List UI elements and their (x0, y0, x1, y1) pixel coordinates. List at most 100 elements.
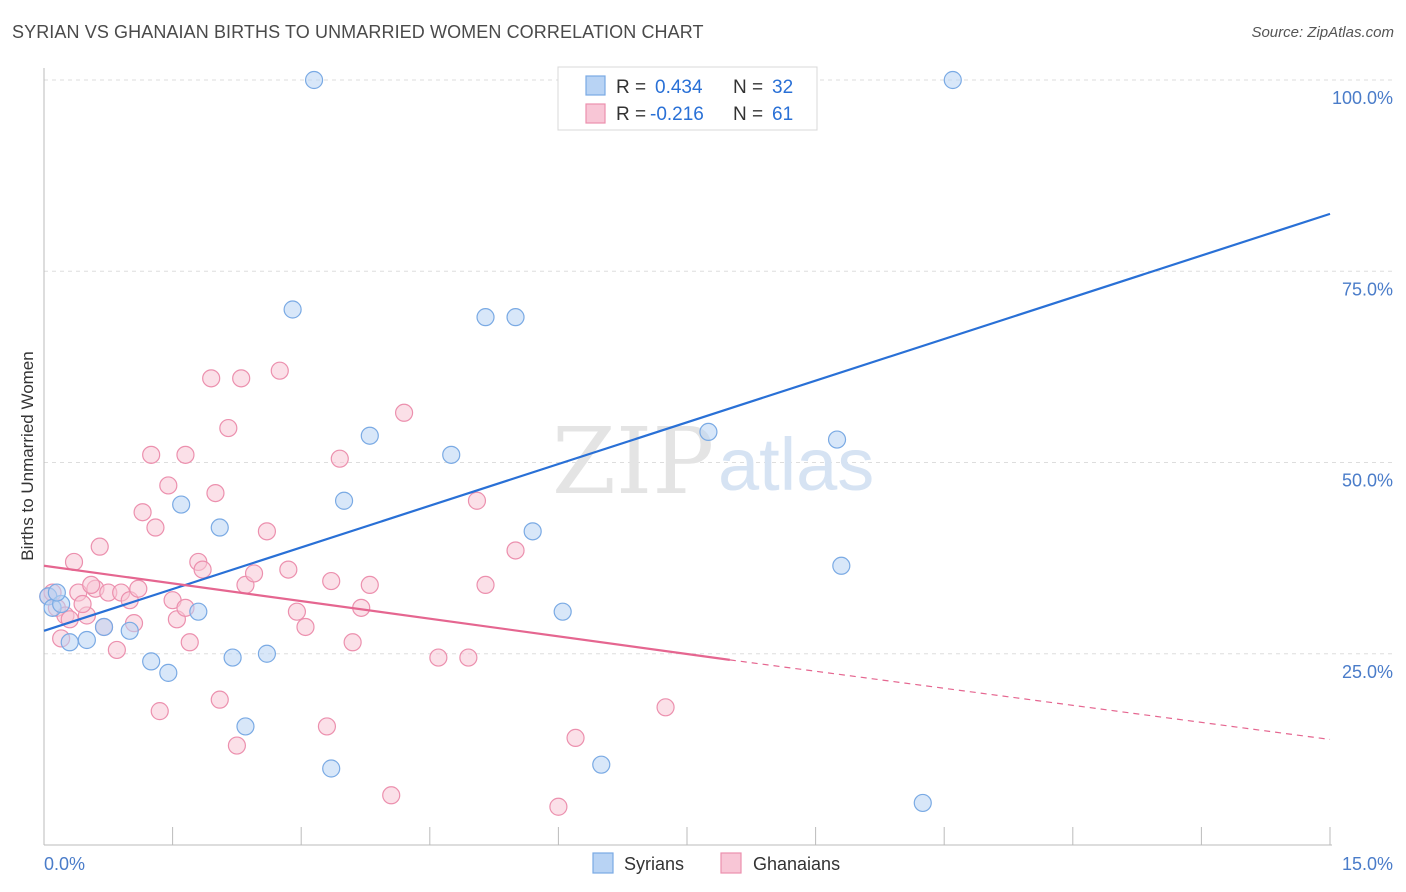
ghanaians-point (227, 736, 246, 755)
ghanaians-point (506, 541, 525, 560)
legend-n-label-ghanaians: N = (733, 104, 763, 125)
ghanaians-point (193, 560, 212, 579)
x-tick-label: 0.0% (44, 854, 85, 874)
axes (43, 68, 1332, 846)
ghanaians-point (232, 369, 251, 388)
series-legend: Syrians Ghanaians (592, 852, 840, 874)
bottom-legend-label-ghanaians: Ghanaians (753, 854, 840, 874)
syrians-point (236, 717, 255, 736)
syrians-point (223, 648, 242, 667)
syrians-points (39, 70, 962, 813)
syrians-point (476, 308, 495, 327)
ghanaians-point (279, 560, 298, 579)
legend-r-label-ghanaians: R = (616, 104, 646, 125)
watermark-zip: ZIP (552, 408, 714, 515)
x-tick-labels: 0.0% 15.0% (44, 854, 1393, 874)
bottom-legend-swatch-ghanaians (720, 852, 742, 874)
ghanaians-point (142, 445, 161, 464)
ghanaians-point (296, 617, 315, 637)
ghanaians-point (133, 503, 152, 522)
ghanaians-point (150, 702, 169, 721)
ghanaians-point (476, 575, 495, 595)
syrians-trend-line (43, 212, 1331, 632)
ghanaians-point (317, 717, 337, 736)
ghanaians-point (394, 403, 414, 422)
ghanaians-point (270, 361, 289, 380)
ghanaians-point (257, 522, 277, 541)
y-tick-label: 50.0% (1342, 471, 1393, 491)
ghanaians-trend-line (43, 564, 731, 661)
y-tick-label: 25.0% (1342, 662, 1393, 682)
ghanaians-point (656, 698, 675, 717)
source-credit: Source: ZipAtlas.com (1251, 24, 1394, 41)
legend-n-value-ghanaians: 61 (772, 104, 793, 125)
y-tick-label: 100.0% (1332, 88, 1393, 108)
ghanaians-point (429, 648, 448, 667)
syrians-point (60, 633, 79, 652)
syrians-point (47, 583, 66, 602)
ghanaians-point (360, 575, 379, 595)
syrians-point (210, 518, 229, 537)
bottom-legend-label-syrians: Syrians (624, 854, 684, 874)
syrians-point (553, 602, 572, 621)
syrians-point (283, 300, 302, 319)
ghanaians-point (210, 690, 229, 709)
legend-n-label-syrians: N = (733, 77, 763, 98)
syrians-point (334, 491, 354, 510)
syrians-point (142, 652, 161, 671)
ghanaians-point (459, 648, 478, 667)
ghanaians-point (219, 418, 238, 438)
legend-swatch-syrians (585, 75, 606, 96)
grid-lines (44, 79, 1394, 655)
syrians-point (304, 70, 324, 90)
syrians-point (94, 617, 114, 637)
syrians-point (257, 644, 277, 663)
legend-r-label-syrians: R = (616, 77, 646, 98)
ghanaians-point (176, 445, 195, 464)
ghanaians-point (82, 575, 101, 595)
ghanaians-point (287, 602, 307, 621)
y-tick-labels: 25.0% 50.0% 75.0% 100.0% (1332, 88, 1393, 682)
syrians-point (159, 663, 178, 682)
ghanaians-point (244, 564, 264, 583)
ghanaians-point (549, 797, 568, 816)
syrians-point (442, 445, 461, 464)
syrians-point (827, 430, 847, 449)
syrians-point (943, 70, 962, 90)
legend-swatch-ghanaians (585, 103, 606, 124)
ghanaians-point (90, 537, 109, 556)
ghanaians-point (202, 369, 221, 388)
ghanaians-trend-extension (729, 659, 1331, 741)
ghanaians-point (467, 491, 487, 510)
syrians-point (506, 308, 525, 327)
syrians-point (322, 759, 341, 778)
x-ticks (43, 827, 1331, 845)
ghanaians-point (73, 594, 92, 614)
ghanaians-point (129, 579, 148, 598)
ghanaians-point (146, 518, 165, 537)
syrians-point (832, 556, 851, 575)
watermark: ZIP atlas (552, 408, 874, 515)
legend-n-value-syrians: 32 (772, 77, 793, 98)
syrians-point (172, 495, 191, 514)
syrians-point (189, 602, 208, 621)
syrians-point (699, 422, 718, 441)
syrians-point (120, 621, 139, 640)
bottom-legend-swatch-syrians (592, 852, 614, 874)
ghanaians-point (206, 484, 225, 503)
legend-r-value-ghanaians: -0.216 (650, 104, 704, 125)
ghanaians-point (343, 633, 362, 652)
ghanaians-point (64, 552, 84, 572)
y-tick-label: 75.0% (1342, 279, 1393, 299)
ghanaians-point (322, 571, 341, 591)
ghanaians-point (566, 728, 585, 748)
syrians-point (523, 522, 542, 541)
legend-r-value-syrians: 0.434 (655, 77, 703, 98)
syrians-point (360, 426, 379, 445)
watermark-atlas: atlas (718, 423, 874, 506)
syrians-point (592, 755, 611, 774)
correlation-legend: R = 0.434 N = 32 R = -0.216 N = 61 (557, 66, 818, 131)
x-tick-label: 15.0% (1342, 854, 1393, 874)
ghanaians-point (330, 449, 349, 468)
